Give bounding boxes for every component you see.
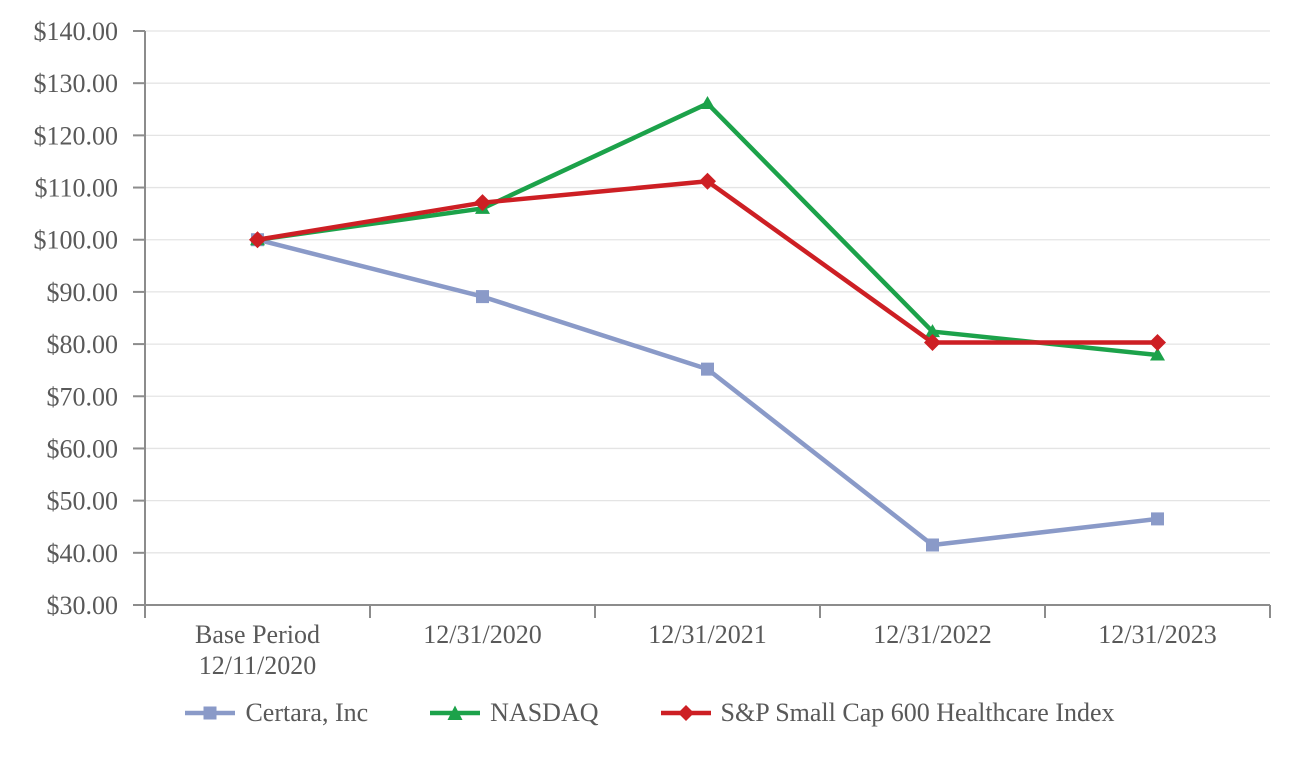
marker-diamond: [699, 172, 716, 190]
marker-diamond: [249, 231, 266, 249]
marker-square: [701, 362, 714, 376]
legend-label: NASDAQ: [490, 698, 599, 727]
x-axis-label: 12/31/2020: [423, 620, 541, 649]
y-axis-label: $100.00: [34, 226, 119, 255]
y-axis-label: $90.00: [47, 278, 119, 307]
legend-label: S&P Small Cap 600 Healthcare Index: [720, 698, 1115, 727]
y-axis-label: $130.00: [34, 69, 119, 98]
x-axis-label: 12/31/2023: [1098, 620, 1216, 649]
y-axis-label: $80.00: [47, 330, 119, 359]
marker-triangle: [925, 324, 940, 338]
marker-triangle: [700, 96, 715, 110]
legend-square-icon: [185, 706, 236, 720]
y-axis-label: $40.00: [47, 539, 119, 568]
x-axis-label: 12/31/2021: [648, 620, 766, 649]
y-axis-label: $70.00: [47, 382, 119, 411]
marker-square: [1151, 512, 1164, 526]
legend-item: S&P Small Cap 600 Healthcare Index: [660, 698, 1115, 728]
chart-legend: Certara, Inc NASDAQ S&P Small Cap 600 Heal…: [0, 698, 1300, 728]
marker-triangle: [1150, 347, 1165, 361]
marker-diamond: [924, 334, 941, 352]
series-line-nasdaq: [255, 101, 1160, 358]
y-axis-label: $30.00: [47, 591, 119, 620]
legend-diamond-icon: [660, 705, 711, 721]
series-line-certara-inc: [255, 237, 1160, 548]
marker-diamond: [1149, 334, 1166, 352]
x-axis-label: 12/31/2022: [873, 620, 991, 649]
legend-item: NASDAQ: [430, 698, 599, 728]
marker-square: [926, 538, 939, 552]
y-axis-label: $120.00: [34, 121, 119, 150]
x-axis-label: 12/11/2020: [199, 651, 316, 680]
y-axis-label: $60.00: [47, 434, 119, 463]
marker-square: [476, 290, 489, 304]
legend-item: Certara, Inc: [185, 698, 368, 728]
legend-triangle-icon: [430, 705, 481, 720]
series-line-s-p-small-cap-600-healthcare-index: [255, 179, 1160, 345]
y-axis-label: $140.00: [34, 17, 119, 46]
x-axis-label: Base Period: [195, 620, 320, 649]
y-axis-label: $110.00: [34, 174, 118, 203]
marker-diamond: [474, 194, 491, 212]
legend-label: Certara, Inc: [245, 698, 369, 727]
y-axis-label: $50.00: [47, 487, 119, 516]
